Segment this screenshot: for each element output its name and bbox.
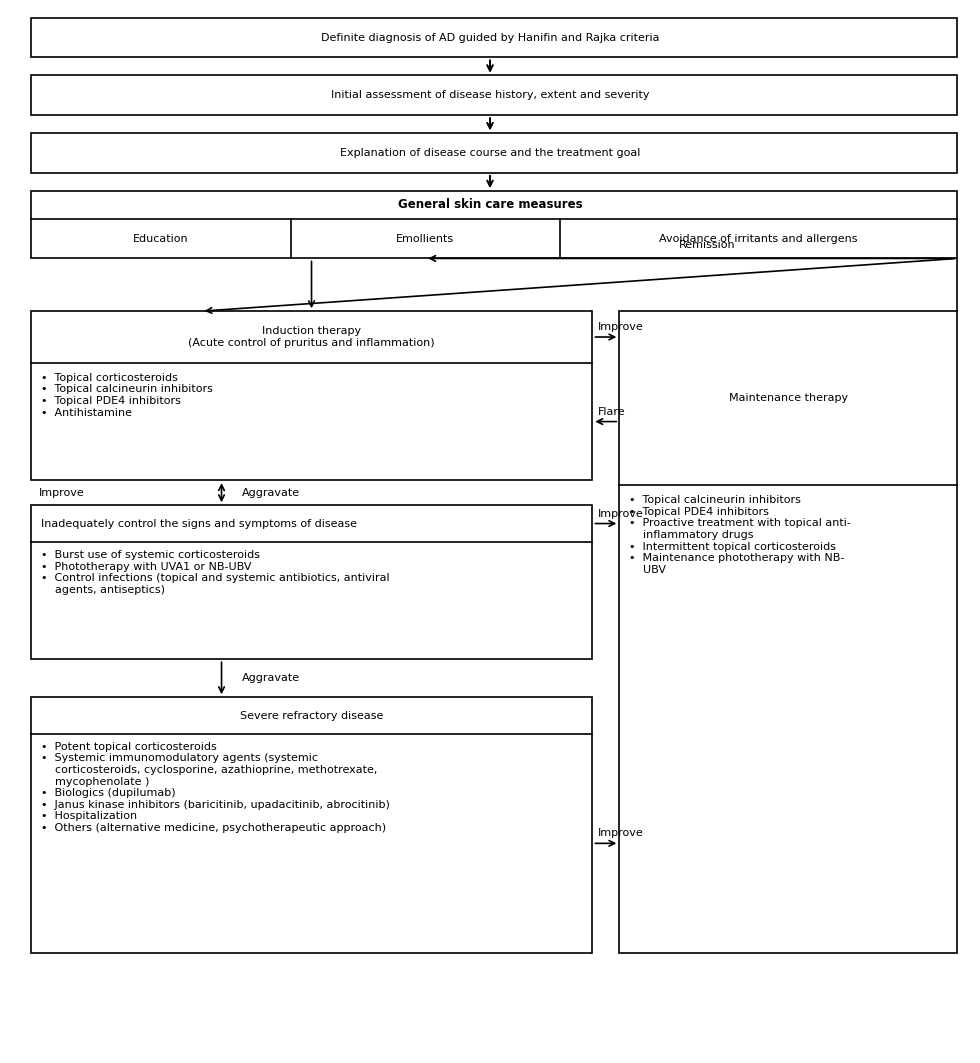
Text: Improve: Improve [598,508,643,519]
Text: •  Topical corticosteroids
•  Topical calcineurin inhibitors
•  Topical PDE4 inh: • Topical corticosteroids • Topical calc… [40,373,213,418]
Text: Avoidance of irritants and allergens: Avoidance of irritants and allergens [660,234,858,243]
FancyBboxPatch shape [30,75,957,115]
Text: Improve: Improve [38,488,84,497]
FancyBboxPatch shape [30,133,957,173]
Text: Aggravate: Aggravate [241,488,300,497]
Text: Flare: Flare [598,407,625,417]
Text: Education: Education [133,234,189,243]
FancyBboxPatch shape [30,505,593,659]
Text: Remission: Remission [679,240,736,251]
Text: General skin care measures: General skin care measures [398,198,582,212]
Text: Induction therapy
(Acute control of pruritus and inflammation): Induction therapy (Acute control of prur… [188,326,435,348]
Text: Inadequately control the signs and symptoms of disease: Inadequately control the signs and sympt… [40,519,357,528]
Text: Explanation of disease course and the treatment goal: Explanation of disease course and the tr… [340,148,640,158]
Text: Improve: Improve [598,322,643,332]
Text: Emollients: Emollients [396,234,455,243]
Text: •  Burst use of systemic corticosteroids
•  Phototherapy with UVA1 or NB-UBV
•  : • Burst use of systemic corticosteroids … [40,550,389,594]
Text: Maintenance therapy: Maintenance therapy [729,393,848,403]
Text: Improve: Improve [598,828,643,839]
FancyBboxPatch shape [30,311,593,480]
Text: Definite diagnosis of AD guided by Hanifin and Rajka criteria: Definite diagnosis of AD guided by Hanif… [320,33,660,43]
Text: Initial assessment of disease history, extent and severity: Initial assessment of disease history, e… [330,90,649,100]
Text: Aggravate: Aggravate [241,673,300,684]
Text: •  Topical calcineurin inhibitors
•  Topical PDE4 inhibitors
•  Proactive treatm: • Topical calcineurin inhibitors • Topic… [629,495,851,575]
FancyBboxPatch shape [30,190,957,258]
Text: •  Potent topical corticosteroids
•  Systemic immunomodulatory agents (systemic
: • Potent topical corticosteroids • Syste… [40,742,389,833]
FancyBboxPatch shape [30,697,593,952]
FancyBboxPatch shape [619,311,957,952]
Text: Severe refractory disease: Severe refractory disease [240,710,383,721]
FancyBboxPatch shape [30,18,957,57]
